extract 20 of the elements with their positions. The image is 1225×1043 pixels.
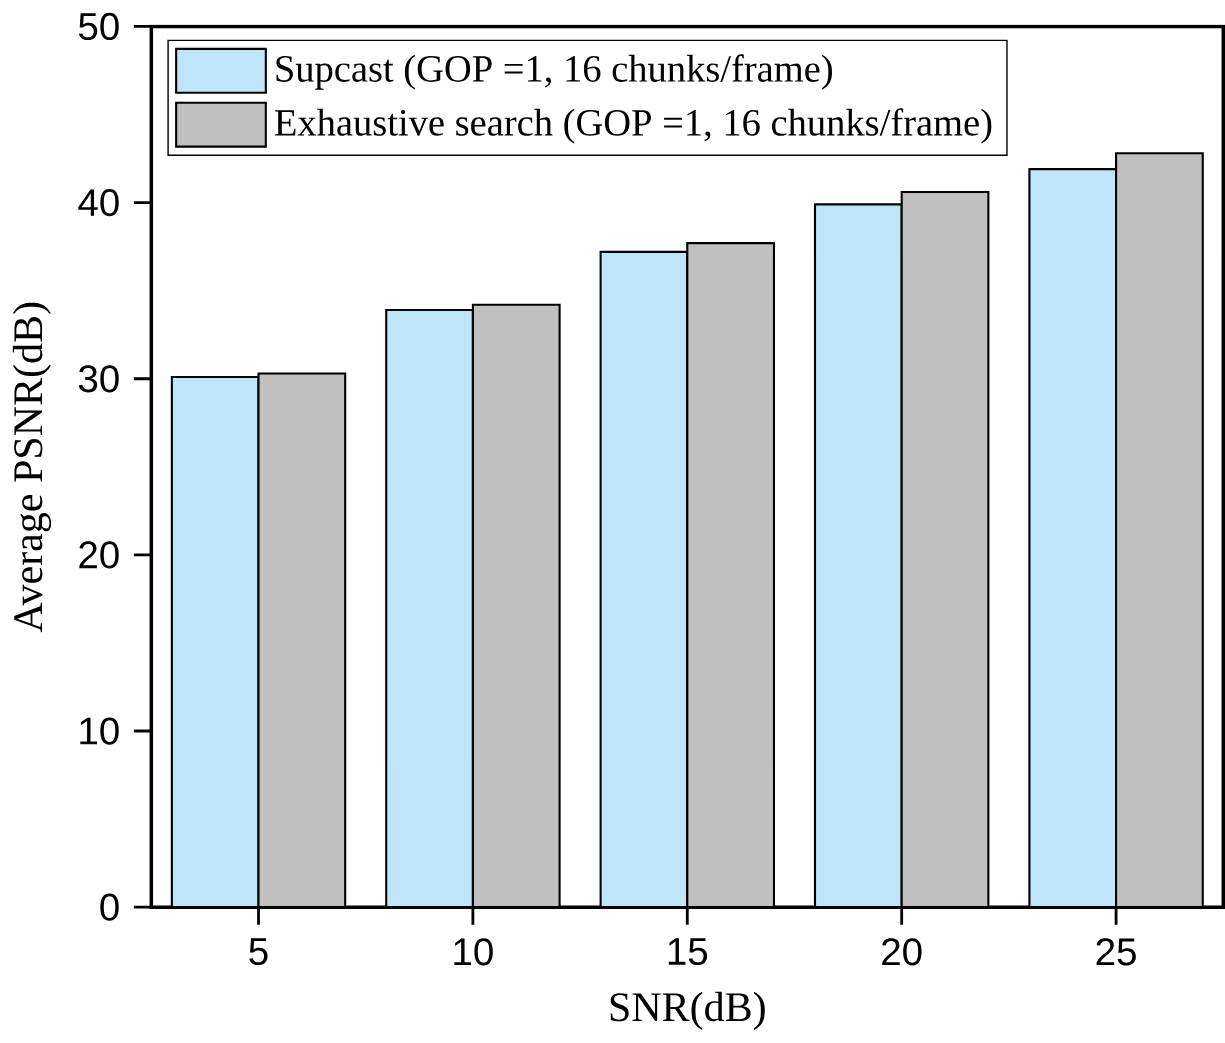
y-axis-title: Average PSNR(dB) xyxy=(12,302,52,633)
x-tick-label: 20 xyxy=(882,938,922,966)
x-tick-label: 15 xyxy=(668,938,708,966)
x-tick-label: 10 xyxy=(454,938,493,966)
bar xyxy=(599,250,689,908)
legend-label: Exhaustive search (GOP =1, 16 chunks/frame) xyxy=(274,108,992,144)
y-tick-label: 40 xyxy=(78,189,119,217)
y-tick-label: 30 xyxy=(78,365,119,393)
y-tick-label: 0 xyxy=(100,893,119,921)
x-tick-label: 25 xyxy=(1096,938,1136,966)
y-tick-label: 20 xyxy=(79,541,119,569)
bar xyxy=(1028,168,1118,908)
y-tick-label: 50 xyxy=(78,12,119,41)
x-axis-title: SNR(dB) xyxy=(610,991,765,1031)
bar xyxy=(385,309,474,908)
bar xyxy=(813,203,903,908)
legend-label: Supcast (GOP =1, 16 chunks/frame) xyxy=(276,54,832,90)
y-tick-label: 10 xyxy=(80,717,119,745)
bar xyxy=(170,376,260,908)
x-tick-label: 5 xyxy=(249,938,268,966)
